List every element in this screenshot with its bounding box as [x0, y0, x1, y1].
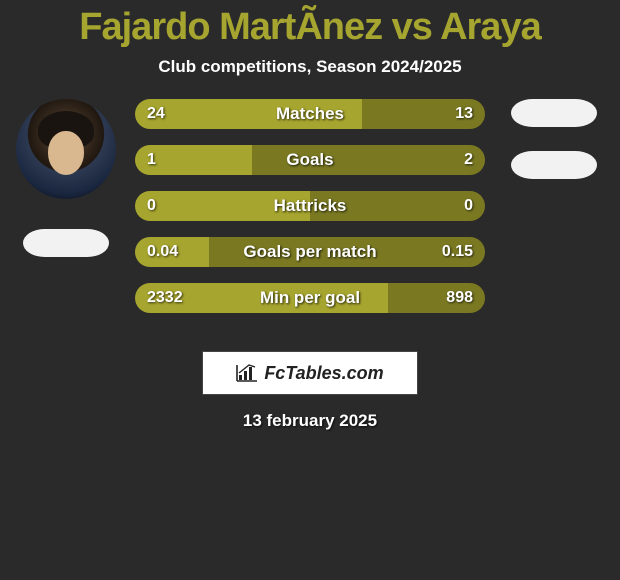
- chart-icon: [236, 364, 258, 382]
- player-left-column: [6, 99, 126, 257]
- player-right-flag-2: [511, 151, 597, 179]
- bar-value-left: 1: [135, 145, 168, 175]
- stat-bars: Matches2413Goals12Hattricks00Goals per m…: [135, 99, 485, 313]
- bar-value-right: 0: [452, 191, 485, 221]
- subtitle: Club competitions, Season 2024/2025: [158, 57, 461, 77]
- stat-bar: Min per goal2332898: [135, 283, 485, 313]
- bar-value-right: 2: [452, 145, 485, 175]
- bar-label: Goals: [135, 145, 485, 175]
- stat-bar: Goals per match0.040.15: [135, 237, 485, 267]
- stat-bar: Hattricks0 0: [135, 191, 485, 221]
- bar-value-left: 24: [135, 99, 177, 129]
- player-left-flag: [23, 229, 109, 257]
- brand-box[interactable]: FcTables.com: [202, 351, 418, 395]
- player-right-flag-1: [511, 99, 597, 127]
- content-row: Matches2413Goals12Hattricks00Goals per m…: [0, 99, 620, 333]
- bar-label: Hattricks: [135, 191, 485, 221]
- bar-label: Matches: [135, 99, 485, 129]
- date: 13 february 2025: [243, 411, 377, 431]
- brand-text: FcTables.com: [264, 363, 383, 384]
- bar-value-left: 0.04: [135, 237, 190, 267]
- bar-value-right: 898: [434, 283, 485, 313]
- stat-bar: Goals1 2: [135, 145, 485, 175]
- stat-bar: Matches24 13: [135, 99, 485, 129]
- comparison-card: Fajardo MartÃ­nez vs Araya Club competit…: [0, 0, 620, 431]
- bar-value-right: 0.15: [430, 237, 485, 267]
- player-left-avatar: [16, 99, 116, 199]
- bar-value-left: 0: [135, 191, 168, 221]
- bar-value-right: 13: [443, 99, 485, 129]
- bar-value-left: 2332: [135, 283, 195, 313]
- player-right-column: [494, 99, 614, 179]
- title: Fajardo MartÃ­nez vs Araya: [79, 6, 540, 49]
